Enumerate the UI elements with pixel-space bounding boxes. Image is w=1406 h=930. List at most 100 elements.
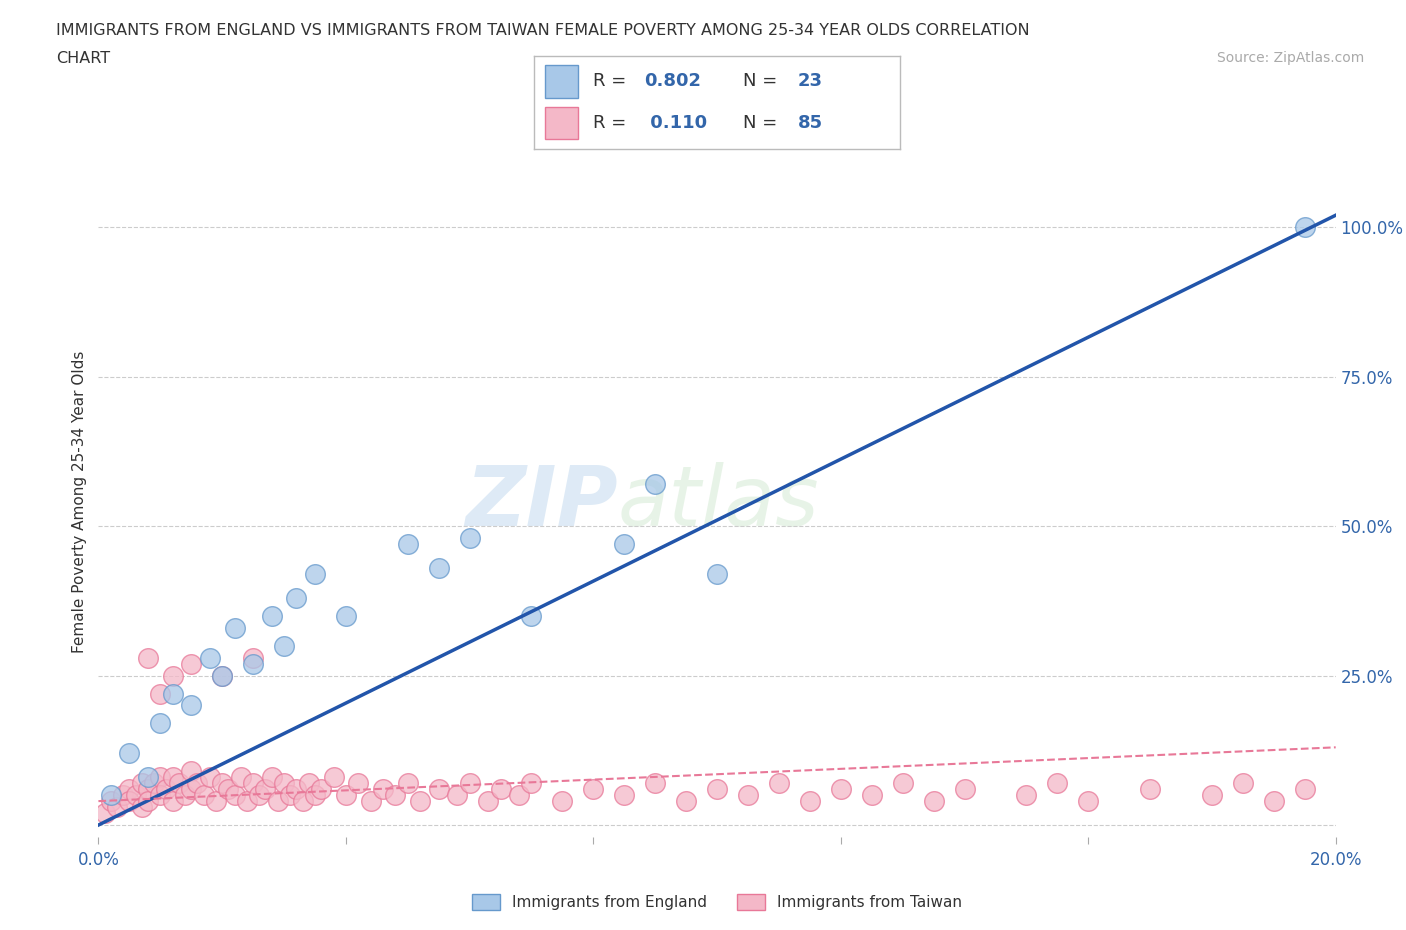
Text: N =: N = [742, 72, 778, 90]
Point [136, 782, 159, 797]
Point [224, 620, 246, 635]
Point [427, 782, 450, 797]
Point [273, 776, 295, 790]
Point [644, 776, 666, 790]
Point [131, 776, 153, 790]
Point [124, 788, 146, 803]
Text: ZIP: ZIP [465, 461, 619, 543]
Point [1232, 776, 1254, 790]
Point [830, 782, 852, 797]
Point [205, 793, 228, 808]
FancyBboxPatch shape [546, 65, 578, 98]
Point [149, 788, 172, 803]
Point [644, 477, 666, 492]
Point [409, 793, 432, 808]
Point [384, 788, 406, 803]
Point [236, 793, 259, 808]
Point [136, 793, 159, 808]
Point [242, 776, 264, 790]
Point [167, 776, 190, 790]
Point [211, 668, 233, 683]
Point [582, 782, 605, 797]
Text: 85: 85 [797, 113, 823, 132]
Point [149, 686, 172, 701]
Point [335, 608, 357, 623]
Point [180, 657, 202, 671]
Point [198, 770, 221, 785]
Point [322, 770, 344, 785]
Point [224, 788, 246, 803]
Point [489, 782, 512, 797]
Point [304, 788, 326, 803]
Point [1201, 788, 1223, 803]
Point [162, 668, 184, 683]
Point [162, 686, 184, 701]
Point [446, 788, 468, 803]
Point [799, 793, 821, 808]
Text: CHART: CHART [56, 51, 110, 66]
Point [254, 782, 277, 797]
Point [118, 746, 141, 761]
Point [675, 793, 697, 808]
Point [371, 782, 394, 797]
Point [1294, 782, 1316, 797]
Point [1077, 793, 1099, 808]
Point [149, 716, 172, 731]
Text: 23: 23 [797, 72, 823, 90]
Point [174, 788, 197, 803]
Y-axis label: Female Poverty Among 25-34 Year Olds: Female Poverty Among 25-34 Year Olds [72, 351, 87, 654]
Point [118, 782, 141, 797]
Point [260, 770, 283, 785]
Text: 0.802: 0.802 [644, 72, 702, 90]
Point [149, 770, 172, 785]
Point [860, 788, 883, 803]
Point [105, 800, 128, 815]
Point [162, 793, 184, 808]
Point [304, 566, 326, 581]
Text: Source: ZipAtlas.com: Source: ZipAtlas.com [1216, 51, 1364, 65]
Point [211, 776, 233, 790]
Point [193, 788, 215, 803]
Point [737, 788, 759, 803]
Point [162, 770, 184, 785]
Point [613, 788, 636, 803]
Point [100, 793, 122, 808]
Point [131, 800, 153, 815]
Point [891, 776, 914, 790]
Point [291, 793, 314, 808]
Point [285, 782, 308, 797]
Point [520, 776, 543, 790]
Point [396, 776, 419, 790]
Point [242, 657, 264, 671]
Point [706, 566, 728, 581]
Point [211, 668, 233, 683]
Text: R =: R = [593, 113, 631, 132]
Point [247, 788, 270, 803]
Point [100, 788, 122, 803]
Text: atlas: atlas [619, 461, 820, 543]
Point [198, 650, 221, 665]
Point [136, 770, 159, 785]
Point [298, 776, 321, 790]
FancyBboxPatch shape [546, 107, 578, 140]
Point [477, 793, 499, 808]
Point [458, 531, 481, 546]
Point [267, 793, 290, 808]
Point [551, 793, 574, 808]
Point [1263, 793, 1285, 808]
Point [217, 782, 239, 797]
Text: IMMIGRANTS FROM ENGLAND VS IMMIGRANTS FROM TAIWAN FEMALE POVERTY AMONG 25-34 YEA: IMMIGRANTS FROM ENGLAND VS IMMIGRANTS FR… [56, 23, 1029, 38]
Point [768, 776, 790, 790]
Point [335, 788, 357, 803]
Point [229, 770, 252, 785]
Point [278, 788, 301, 803]
Point [186, 776, 208, 790]
Point [1015, 788, 1038, 803]
Point [508, 788, 530, 803]
Point [112, 788, 135, 803]
Text: N =: N = [742, 113, 778, 132]
Point [93, 805, 115, 820]
Text: 0.110: 0.110 [644, 113, 707, 132]
Point [309, 782, 332, 797]
Point [155, 782, 177, 797]
